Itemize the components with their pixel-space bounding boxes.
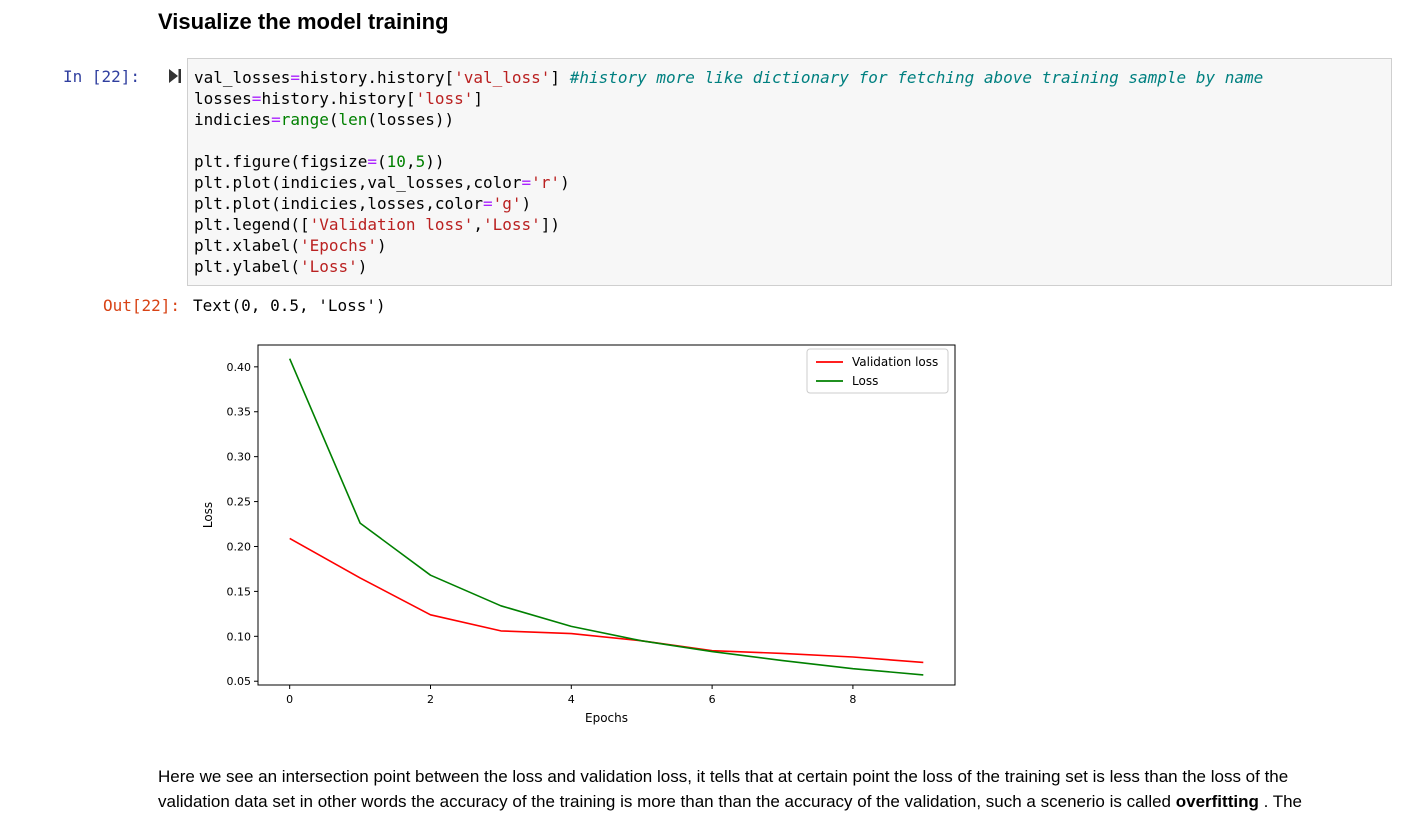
code-token: plt.xlabel(: [194, 236, 300, 255]
code-token: )): [425, 152, 445, 171]
code-token: 'Epochs': [299, 236, 378, 255]
paragraph-text: Here we see an intersection point betwee…: [158, 767, 1289, 811]
code-token: plt.legend([: [194, 215, 310, 234]
paragraph-text-end: . The: [1258, 792, 1302, 811]
code-token: ,: [405, 152, 416, 171]
code-line: indicies=range(len(losses)): [194, 110, 454, 129]
code-token: 'Validation loss': [309, 215, 474, 234]
section-heading: Visualize the model training: [158, 9, 449, 34]
y-tick-label: 0.40: [227, 361, 252, 374]
code-token: (losses)): [367, 110, 455, 129]
code-token: 'Loss': [299, 257, 358, 276]
y-tick-label: 0.25: [227, 496, 252, 509]
code-token: 'r': [531, 173, 561, 192]
explanation-paragraph: Here we see an intersection point betwee…: [158, 764, 1343, 814]
output-text: Text(0, 0.5, 'Loss'): [193, 296, 386, 315]
code-line: plt.ylabel('Loss'): [194, 257, 367, 276]
code-token: =: [290, 68, 300, 87]
series-line-validation-loss: [289, 537, 924, 664]
code-token: history.history[: [261, 89, 416, 108]
code-line: plt.figure(figsize=(10,5)): [194, 152, 444, 171]
code-token: 'Loss': [483, 215, 541, 234]
code-line: plt.plot(indicies,val_losses,color='r'): [194, 173, 570, 192]
code-token: ]: [473, 89, 483, 108]
output-prompt: Out[22]:: [102, 296, 180, 315]
code-token: #history more like dictionary for fetchi…: [569, 68, 1264, 87]
code-token: (: [377, 152, 387, 171]
y-tick-label: 0.15: [227, 585, 252, 598]
x-tick-label: 2: [427, 693, 434, 706]
code-token: (: [328, 110, 339, 129]
code-cell-editor[interactable]: val_losses=history.history['val_loss'] #…: [187, 58, 1392, 286]
code-token: =: [367, 152, 378, 171]
plot-area: [257, 344, 956, 686]
loss-chart: 0 2 4 6 8 0.05 0.10 0.15 0.20 0.25 0.30 0.35 0.40 Epo…: [201, 344, 956, 725]
code-token: ,: [473, 215, 483, 234]
code-token: len: [338, 110, 368, 129]
x-tick-label: 4: [568, 693, 575, 706]
legend-label: Validation loss: [852, 355, 938, 369]
code-token: ): [357, 257, 368, 276]
code-line: plt.xlabel('Epochs'): [194, 236, 387, 255]
code-token: plt.figure(figsize: [194, 152, 368, 171]
x-axis-label: Epochs: [585, 711, 628, 725]
code-token: =: [271, 110, 281, 129]
chart-legend: Validation loss Loss: [806, 348, 949, 394]
code-token: 10: [386, 152, 406, 171]
code-token: ]: [550, 68, 570, 87]
y-tick-label: 0.05: [227, 675, 252, 688]
code-token: ): [377, 236, 387, 255]
x-tick-label: 6: [709, 693, 716, 706]
code-token: ): [560, 173, 570, 192]
code-line: losses=history.history['loss']: [194, 89, 483, 108]
code-token: indicies: [194, 110, 272, 129]
code-token: 'val_loss': [454, 68, 551, 87]
y-axis-label: Loss: [201, 502, 215, 528]
x-tick-label: 8: [849, 693, 856, 706]
y-tick-label: 0.30: [227, 451, 252, 464]
code-token: ]): [540, 215, 561, 234]
series-line-loss: [288, 358, 924, 676]
code-line: plt.legend(['Validation loss','Loss']): [194, 215, 560, 234]
code-token: losses: [194, 89, 252, 108]
code-token: plt.ylabel(: [194, 257, 300, 276]
legend-box: [806, 348, 949, 394]
code-token: val_losses: [194, 68, 291, 87]
paragraph-bold-term: overfitting: [1175, 792, 1259, 811]
legend-label: Loss: [852, 374, 878, 388]
code-token: 'g': [492, 194, 522, 213]
code-token: plt.plot(indicies,val_losses,color: [194, 173, 522, 192]
code-line: val_losses=history.history['val_loss'] #…: [194, 68, 1263, 87]
y-tick-label: 0.10: [227, 630, 252, 643]
code-token: plt.plot(indicies,losses,color: [194, 194, 483, 213]
x-tick-label: 0: [286, 693, 293, 706]
y-tick-label: 0.35: [227, 406, 252, 419]
code-line: plt.plot(indicies,losses,color='g'): [194, 194, 531, 213]
code-token: ): [521, 194, 532, 213]
code-text[interactable]: val_losses=history.history['val_loss'] #…: [194, 67, 1263, 277]
code-token: =: [251, 89, 262, 108]
code-token: =: [521, 173, 532, 192]
run-cell-icon[interactable]: [168, 67, 182, 85]
code-token: 'loss': [415, 89, 474, 108]
code-token: =: [482, 194, 493, 213]
y-tick-label: 0.20: [227, 540, 252, 553]
code-token: history.history[: [299, 68, 455, 87]
code-token: 5: [415, 152, 426, 171]
code-token: range: [280, 110, 329, 129]
input-prompt: In [22]:: [62, 67, 140, 86]
